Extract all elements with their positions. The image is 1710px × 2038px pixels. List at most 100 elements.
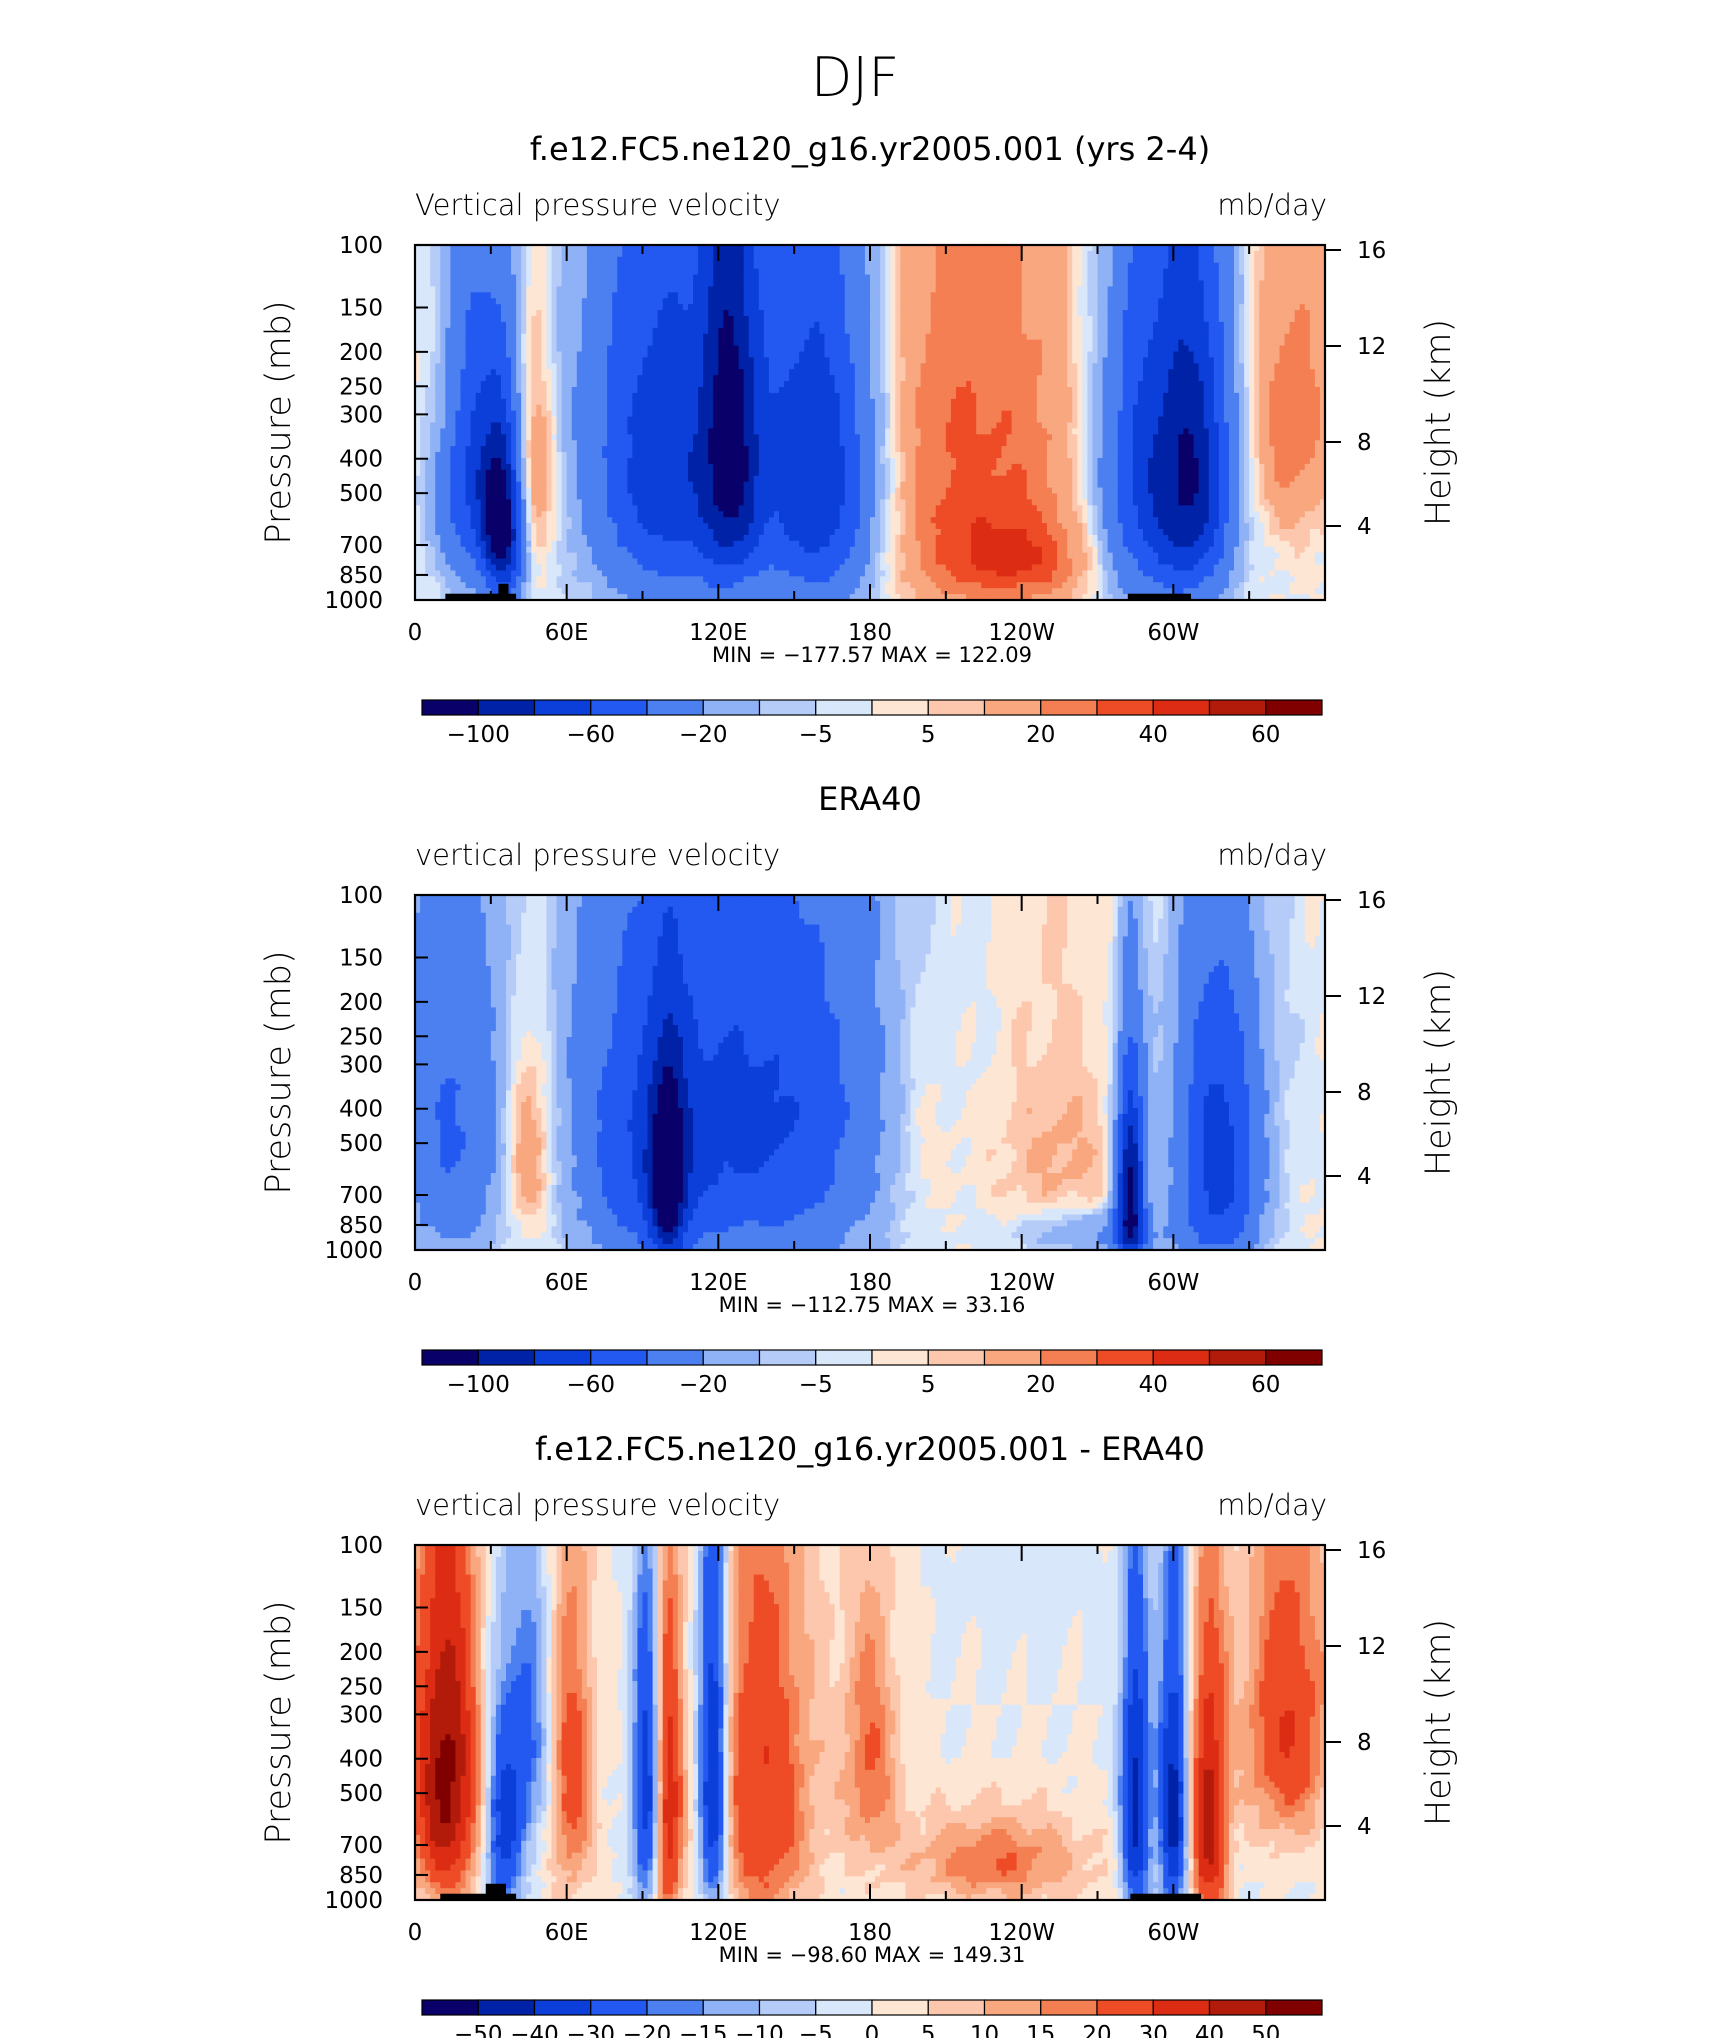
field-cell [1117,339,1124,347]
field-cell [586,245,593,252]
field-cell [1117,387,1124,394]
field-cell [688,357,694,364]
field-cell [566,369,573,376]
field-cell [880,280,886,288]
field-cell [420,392,426,400]
field-cell [713,369,719,376]
field-cell [475,292,482,299]
field-cell [966,245,972,252]
field-cell [935,351,942,359]
field-cell [1188,274,1195,282]
field-cell [1082,363,1088,370]
field-cell [1082,339,1088,347]
field-cell [1319,345,1325,353]
field-cell [910,357,917,364]
field-cell [1178,363,1185,370]
field-cell [682,310,689,317]
field-cell [1249,381,1255,388]
field-cell [1006,363,1013,370]
field-cell [551,345,558,353]
field-cell [652,298,659,305]
field-cell [1112,286,1119,293]
field-cell [773,333,780,341]
field-cell [779,392,785,400]
field-cell [864,298,871,305]
field-cell [1041,280,1048,288]
field-cell [1046,280,1053,288]
field-cell [688,363,694,370]
field-cell [495,404,502,412]
field-cell [1092,369,1099,376]
field-cell [743,398,750,406]
field-cell [1299,292,1306,299]
field-cell [576,404,583,412]
field-cell [748,375,755,382]
field-cell [976,369,982,376]
field-cell [1299,345,1306,353]
field-cell [1178,316,1185,323]
field-cell [1057,333,1063,341]
field-cell [460,387,467,394]
field-cell [925,327,932,335]
field-cell [581,333,588,341]
field-cell [1011,327,1018,335]
field-cell [1178,321,1185,329]
field-cell [455,286,462,293]
field-cell [966,292,972,299]
field-cell [612,268,618,276]
field-cell [637,327,644,335]
field-cell [991,304,997,311]
field-cell [844,286,851,293]
field-cell [981,369,987,376]
field-cell [1062,256,1068,264]
field-cell [1254,333,1260,341]
field-cell [915,363,922,370]
field-cell [784,339,790,347]
field-cell [657,387,664,394]
field-cell [996,245,1003,252]
field-cell [955,304,962,311]
field-cell [728,256,735,264]
field-cell [814,250,821,258]
field-cell [627,339,633,347]
field-cell [733,316,740,323]
field-cell [986,321,992,329]
field-cell [1127,375,1134,382]
field-cell [1036,298,1043,305]
field-cell [551,245,558,252]
field-cell [500,387,507,394]
field-cell [1264,280,1270,288]
field-cell [738,357,745,364]
field-cell [925,375,932,382]
field-cell [1041,304,1048,311]
field-cell [622,316,628,323]
field-cell [455,268,462,276]
field-cell [465,387,472,394]
field-cell [1112,375,1119,382]
field-cell [1067,274,1073,282]
field-cell [1208,387,1215,394]
field-cell [733,381,740,388]
field-cell [733,310,740,317]
field-cell [728,304,735,311]
field-cell [1148,351,1154,359]
field-cell [1183,262,1190,270]
field-cell [1016,357,1023,364]
field-cell [506,398,512,406]
field-cell [920,327,927,335]
field-cell [1269,357,1276,364]
field-cell [475,245,482,252]
field-cell [460,345,467,353]
field-cell [627,345,633,353]
field-cell [632,280,639,288]
field-cell [420,310,426,317]
field-cell [718,363,724,370]
field-cell [698,351,704,359]
field-cell [1052,274,1058,282]
field-cell [1016,333,1023,341]
field-cell [870,310,876,317]
field-cell [703,316,709,323]
field-cell [996,262,1003,270]
field-cell [819,310,826,317]
field-cell [1259,345,1265,353]
